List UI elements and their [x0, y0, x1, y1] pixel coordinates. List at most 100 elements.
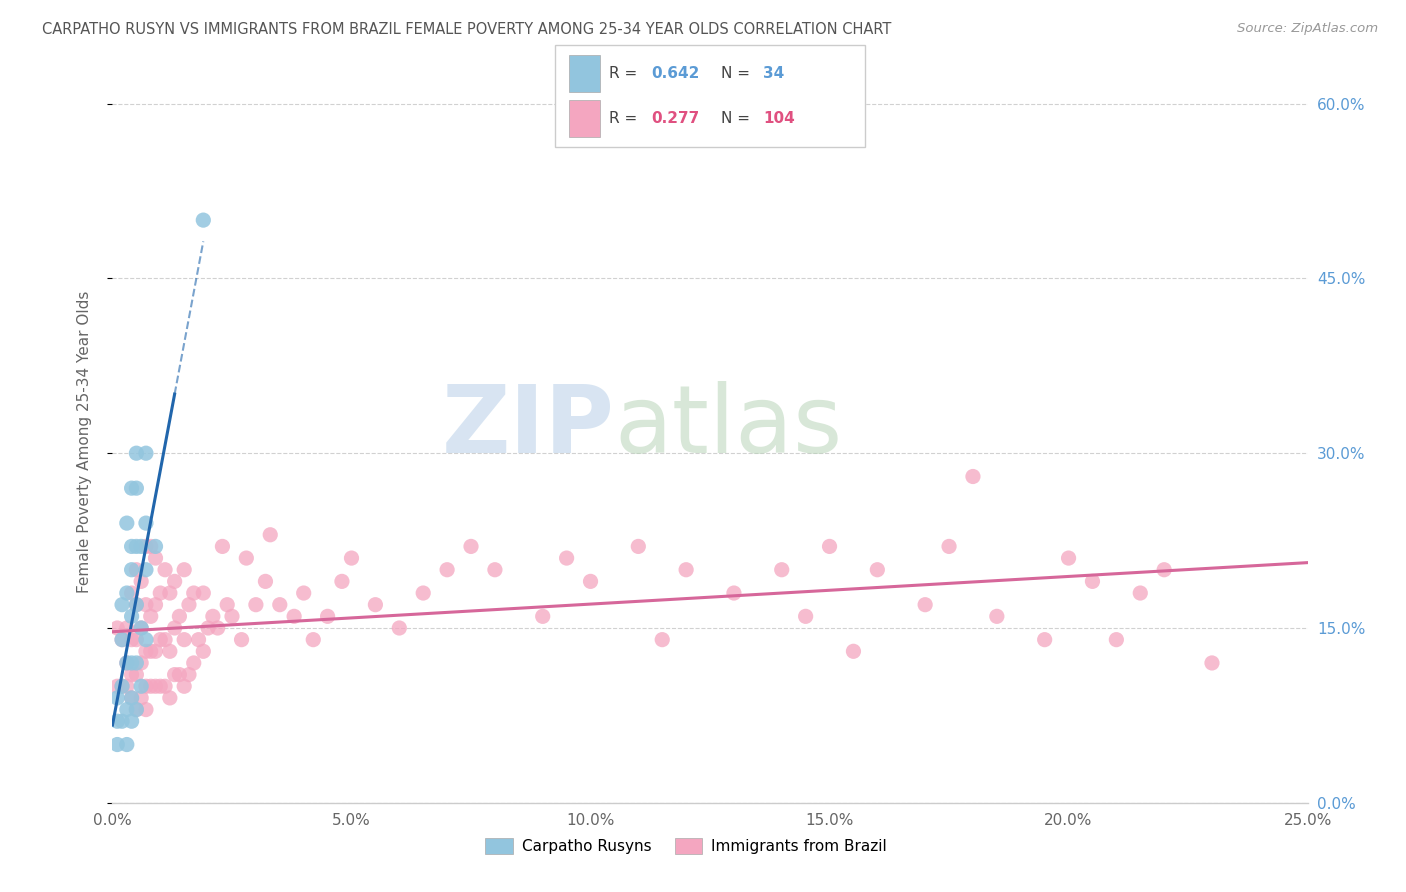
- Point: [125, 598, 148, 612]
- Text: R =: R =: [609, 111, 643, 126]
- Point: [115, 738, 138, 752]
- Text: atlas: atlas: [614, 381, 842, 473]
- Point: [145, 644, 167, 658]
- Text: Source: ZipAtlas.com: Source: ZipAtlas.com: [1237, 22, 1378, 36]
- Point: [269, 598, 291, 612]
- Point: [169, 609, 191, 624]
- Point: [201, 609, 224, 624]
- Point: [149, 632, 172, 647]
- Point: [145, 598, 167, 612]
- Point: [245, 598, 267, 612]
- Point: [388, 621, 411, 635]
- Point: [651, 632, 673, 647]
- Point: [1057, 551, 1080, 566]
- Point: [125, 632, 148, 647]
- Text: 0.277: 0.277: [651, 111, 699, 126]
- Point: [187, 632, 209, 647]
- Point: [211, 540, 233, 554]
- Point: [125, 656, 148, 670]
- Point: [129, 621, 152, 635]
- Point: [259, 528, 281, 542]
- Point: [938, 540, 960, 554]
- Point: [115, 656, 138, 670]
- Point: [125, 702, 148, 716]
- Point: [121, 586, 143, 600]
- Point: [818, 540, 841, 554]
- Point: [579, 574, 602, 589]
- Text: N =: N =: [721, 66, 755, 81]
- Point: [193, 644, 215, 658]
- Point: [193, 586, 215, 600]
- Point: [794, 609, 817, 624]
- Point: [125, 446, 148, 460]
- Point: [115, 621, 138, 635]
- Point: [173, 563, 195, 577]
- Point: [169, 667, 191, 681]
- Point: [145, 551, 167, 566]
- Point: [866, 563, 889, 577]
- Point: [173, 632, 195, 647]
- Point: [231, 632, 253, 647]
- Point: [135, 516, 157, 530]
- Point: [675, 563, 697, 577]
- Point: [914, 598, 936, 612]
- Point: [145, 679, 167, 693]
- Point: [139, 679, 162, 693]
- Point: [149, 586, 172, 600]
- Point: [121, 667, 143, 681]
- Point: [115, 586, 138, 600]
- Point: [125, 598, 148, 612]
- Point: [962, 469, 984, 483]
- Point: [105, 679, 128, 693]
- Point: [723, 586, 745, 600]
- Point: [115, 516, 138, 530]
- Text: N =: N =: [721, 111, 755, 126]
- Point: [221, 609, 243, 624]
- Point: [340, 551, 363, 566]
- Point: [149, 679, 172, 693]
- Point: [193, 213, 215, 227]
- Point: [121, 481, 143, 495]
- Point: [235, 551, 257, 566]
- Point: [135, 632, 157, 647]
- Point: [330, 574, 353, 589]
- Point: [129, 690, 152, 705]
- Text: R =: R =: [609, 66, 643, 81]
- Point: [177, 667, 200, 681]
- Text: 104: 104: [763, 111, 796, 126]
- Point: [125, 540, 148, 554]
- Point: [842, 644, 865, 658]
- Point: [135, 598, 157, 612]
- Point: [145, 540, 167, 554]
- Point: [139, 609, 162, 624]
- Point: [1105, 632, 1128, 647]
- Point: [111, 714, 134, 729]
- Point: [254, 574, 277, 589]
- Point: [292, 586, 315, 600]
- Point: [105, 714, 128, 729]
- Point: [316, 609, 339, 624]
- Point: [163, 621, 186, 635]
- Point: [115, 656, 138, 670]
- Point: [1153, 563, 1175, 577]
- Point: [159, 690, 181, 705]
- Point: [135, 679, 157, 693]
- Text: CARPATHO RUSYN VS IMMIGRANTS FROM BRAZIL FEMALE POVERTY AMONG 25-34 YEAR OLDS CO: CARPATHO RUSYN VS IMMIGRANTS FROM BRAZIL…: [42, 22, 891, 37]
- Point: [153, 563, 176, 577]
- Point: [555, 551, 578, 566]
- Point: [531, 609, 554, 624]
- Point: [105, 738, 128, 752]
- Point: [121, 609, 143, 624]
- Point: [129, 621, 152, 635]
- Point: [125, 702, 148, 716]
- Point: [163, 574, 186, 589]
- Point: [111, 598, 134, 612]
- Point: [111, 632, 134, 647]
- Point: [283, 609, 305, 624]
- Point: [121, 690, 143, 705]
- Point: [129, 656, 152, 670]
- Point: [129, 574, 152, 589]
- Point: [135, 540, 157, 554]
- Point: [125, 667, 148, 681]
- Point: [153, 632, 176, 647]
